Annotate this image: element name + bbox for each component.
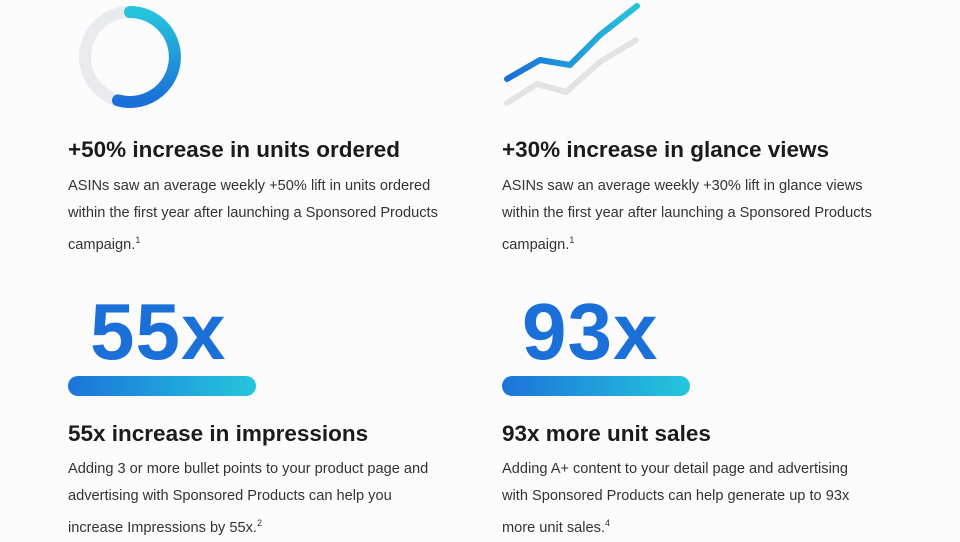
footnote: 2 [257, 518, 263, 528]
body-line: Adding A+ content to your detail page an… [502, 461, 849, 477]
ring-icon [79, 6, 181, 108]
body-line: ASINs saw an average weekly +50% lift in… [68, 178, 431, 194]
big-stat: 55x [90, 287, 227, 376]
card-heading: 55x increase in impressions [68, 421, 369, 446]
card-body: ASINs saw an average weekly +50% lift in… [68, 173, 438, 259]
card-heading: +50% increase in units ordered [68, 137, 401, 162]
footnote: 1 [135, 235, 141, 245]
body-line: within the first year after launching a … [68, 205, 438, 221]
body-line: campaign.1 [502, 227, 872, 259]
body-line: Adding 3 or more bullet points to your p… [68, 461, 429, 477]
stat-bar [68, 376, 256, 396]
big-stat: 93x [522, 287, 659, 376]
body-text: campaign. [502, 237, 570, 253]
body-line: within the first year after launching a … [502, 205, 872, 221]
body-text: campaign. [68, 237, 136, 253]
line-icon [504, 3, 640, 106]
stat-bar [502, 376, 690, 396]
card-body: Adding 3 or more bullet points to your p… [68, 456, 428, 542]
body-text: more unit sales. [502, 520, 606, 536]
body-text: increase Impressions by 55x. [68, 520, 257, 536]
ring-arc [112, 6, 181, 108]
blue-line [504, 3, 640, 82]
body-line: with Sponsored Products can help generat… [502, 488, 850, 504]
card-heading: 93x more unit sales [502, 421, 711, 446]
gray-line [504, 37, 639, 106]
footnote: 1 [569, 235, 575, 245]
body-line: ASINs saw an average weekly +30% lift in… [502, 178, 863, 194]
card-body: ASINs saw an average weekly +30% lift in… [502, 173, 872, 259]
card-heading: +30% increase in glance views [502, 137, 830, 162]
body-line: campaign.1 [68, 227, 438, 259]
card-body: Adding A+ content to your detail page an… [502, 456, 849, 542]
footnote: 4 [605, 518, 611, 528]
body-line: increase Impressions by 55x.2 [68, 510, 428, 542]
body-line: advertising with Sponsored Products can … [68, 488, 392, 504]
body-line: more unit sales.4 [502, 510, 849, 542]
